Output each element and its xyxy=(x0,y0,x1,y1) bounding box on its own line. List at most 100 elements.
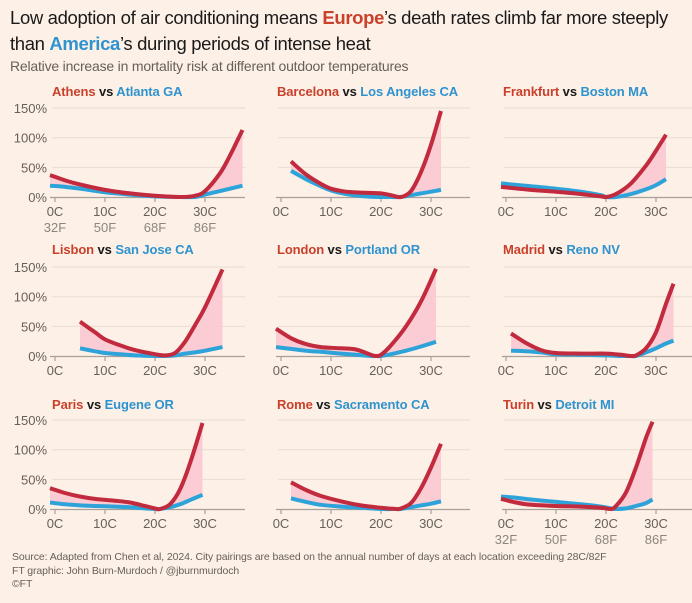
x-tick-label: 0C xyxy=(273,204,290,219)
source-note: Source: Adapted from Chen et al, 2024. C… xyxy=(12,551,607,563)
europe-series-line xyxy=(49,129,245,199)
x-tick-label: 10C xyxy=(93,516,117,531)
y-tick-label: 0% xyxy=(28,190,47,205)
vs-label: vs xyxy=(95,84,117,99)
x-tick-label: 30C xyxy=(419,516,443,531)
y-tick-label: 100% xyxy=(14,131,48,146)
america-series-line xyxy=(49,492,204,512)
x-tick-label: 30C xyxy=(419,363,443,378)
europe-city-label: Barcelona xyxy=(277,84,339,99)
us-city-label: Atlanta GA xyxy=(116,84,183,99)
title-part2: ’s death rates climb far more steeply th… xyxy=(10,7,668,54)
x-tick-label: 0C xyxy=(273,363,290,378)
europe-city-label: Rome xyxy=(277,397,313,412)
panel-lisbon-vs-san-jose-ca: 0% 50% 100% 150% 0C 10C 20C 30C xyxy=(14,260,245,378)
x-tick-label: 20C xyxy=(594,363,618,378)
vs-label: vs xyxy=(94,242,116,257)
y-tick-label: 50% xyxy=(21,472,47,487)
europe-series-line xyxy=(509,283,676,359)
panel-title: Lisbon vs San Jose CA xyxy=(52,242,194,257)
x-tick-label-fahrenheit: 86F xyxy=(194,220,216,235)
x-tick-label: 0C xyxy=(47,204,64,219)
x-tick-label-fahrenheit: 68F xyxy=(595,532,617,547)
x-tick-label: 0C xyxy=(47,363,64,378)
x-tick-label: 10C xyxy=(544,204,568,219)
title-part3: ’s during periods of intense heat xyxy=(119,33,371,54)
x-tick-label: 20C xyxy=(369,204,393,219)
panel-title: Athens vs Atlanta GA xyxy=(52,84,183,99)
panel-paris-vs-eugene-or: 0% 50% 100% 150% 0C 10C 20C 30C xyxy=(14,413,245,531)
us-city-label: Eugene OR xyxy=(104,397,174,412)
y-tick-label: 100% xyxy=(14,443,48,458)
x-tick-label: 30C xyxy=(419,204,443,219)
vs-label: vs xyxy=(559,84,581,99)
panel-madrid-vs-reno-nv: 0C 10C 20C 30C xyxy=(498,266,692,378)
x-tick-label: 10C xyxy=(93,363,117,378)
us-city-label: Boston MA xyxy=(580,84,649,99)
europe-city-label: Paris xyxy=(52,397,84,412)
europe-series-line xyxy=(500,421,655,512)
y-tick-label: 100% xyxy=(14,290,48,305)
vs-label: vs xyxy=(312,397,335,412)
title-europe: Europe xyxy=(322,7,385,28)
vs-label: vs xyxy=(534,397,556,412)
copyright-note: ©FT xyxy=(12,578,33,590)
y-tick-label: 0% xyxy=(28,502,47,517)
gap-area xyxy=(501,421,653,510)
x-tick-label: 30C xyxy=(644,204,668,219)
x-tick-label-fahrenheit: 50F xyxy=(94,220,116,235)
x-tick-label-fahrenheit: 68F xyxy=(144,220,166,235)
y-tick-label: 150% xyxy=(14,101,48,116)
vs-label: vs xyxy=(545,242,567,257)
title-part1: Low adoption of air conditioning means xyxy=(10,7,323,28)
x-tick-label-fahrenheit: 50F xyxy=(545,532,567,547)
x-tick-label: 20C xyxy=(594,516,618,531)
x-tick-label: 10C xyxy=(544,363,568,378)
europe-series-line xyxy=(78,268,225,358)
vs-label: vs xyxy=(338,84,361,99)
panel-title: Frankfurt vs Boston MA xyxy=(503,84,648,99)
us-city-label: Reno NV xyxy=(566,242,620,257)
x-tick-label: 0C xyxy=(498,204,515,219)
x-tick-label: 20C xyxy=(369,363,393,378)
title-america: America xyxy=(49,33,120,54)
europe-series-line xyxy=(289,110,443,200)
x-tick-label: 20C xyxy=(369,516,393,531)
x-tick-label: 0C xyxy=(498,516,515,531)
us-city-label: Sacramento CA xyxy=(334,397,430,412)
x-tick-label: 0C xyxy=(498,363,515,378)
x-tick-label: 30C xyxy=(193,363,217,378)
x-tick-label: 10C xyxy=(319,204,343,219)
panel-title: Paris vs Eugene OR xyxy=(52,397,174,412)
panel-london-vs-portland-or: 0C 10C 20C 30C xyxy=(273,266,470,378)
panel-title: Barcelona vs Los Angeles CA xyxy=(277,84,458,99)
credit-note: FT graphic: John Burn-Murdoch / @jburnmu… xyxy=(12,564,240,577)
europe-series-line xyxy=(274,267,438,359)
x-tick-label-fahrenheit: 86F xyxy=(645,532,667,547)
x-tick-label: 30C xyxy=(193,516,217,531)
panel-title: Rome vs Sacramento CA xyxy=(277,397,430,412)
europe-city-label: Lisbon xyxy=(52,242,95,257)
x-tick-label: 20C xyxy=(594,204,618,219)
x-tick-label: 30C xyxy=(644,363,668,378)
gap-area xyxy=(80,269,223,357)
y-tick-label: 150% xyxy=(14,260,48,275)
europe-city-label: Frankfurt xyxy=(503,84,560,99)
vs-label: vs xyxy=(83,397,105,412)
europe-series-line xyxy=(500,133,668,200)
y-tick-label: 50% xyxy=(21,160,47,175)
us-city-label: Portland OR xyxy=(345,242,421,257)
x-tick-label: 10C xyxy=(319,363,343,378)
x-tick-label: 0C xyxy=(273,516,290,531)
europe-city-label: Athens xyxy=(52,84,96,99)
america-series-line xyxy=(290,169,442,200)
y-tick-label: 0% xyxy=(28,349,47,364)
panel-rome-vs-sacramento-ca: 0C 10C 20C 30C xyxy=(273,419,470,531)
europe-city-label: Turin xyxy=(503,397,535,412)
europe-city-label: London xyxy=(277,242,325,257)
chart-title: Low adoption of air conditioning means E… xyxy=(10,5,690,57)
y-tick-label: 150% xyxy=(14,413,48,428)
